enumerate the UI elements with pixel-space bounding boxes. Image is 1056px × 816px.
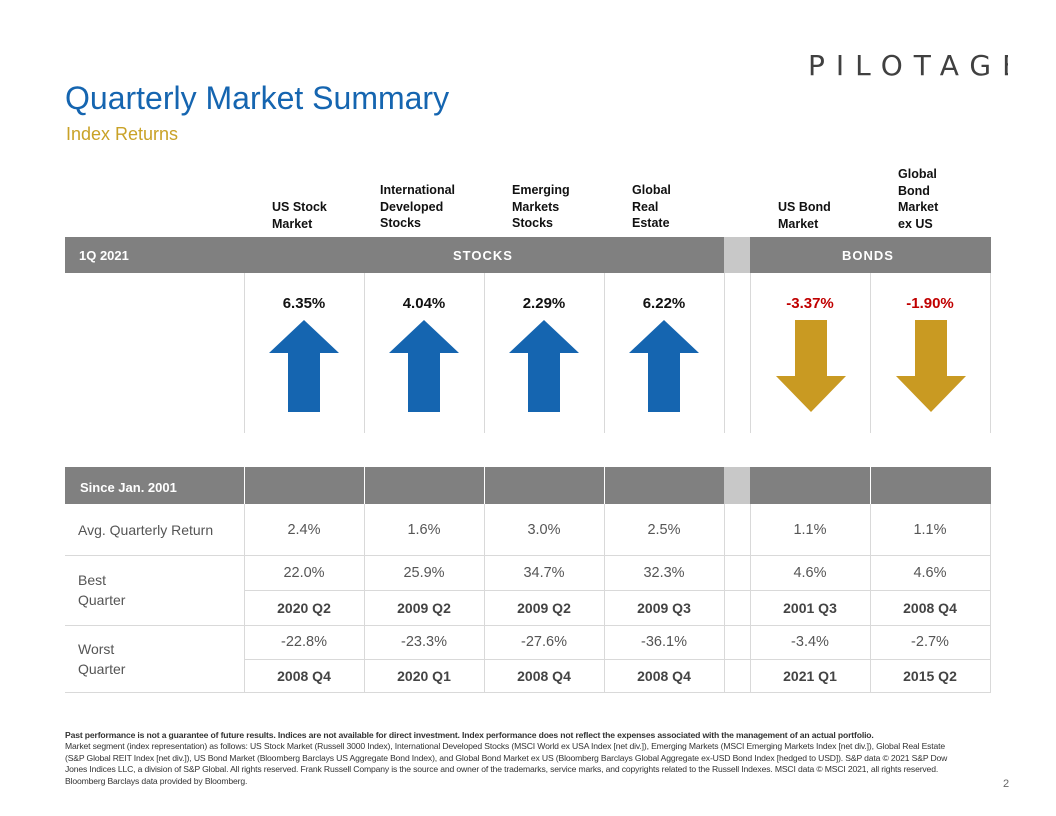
best-us-stock: 22.0% — [283, 565, 325, 581]
divider — [604, 504, 605, 692]
page-title: Quarterly Market Summary — [65, 80, 450, 116]
row-divider — [244, 590, 991, 591]
disclaimer-bold: Past performance is not a guarantee of f… — [65, 730, 874, 740]
row-divider — [65, 625, 991, 626]
best-quarter-emerging: 2009 Q2 — [517, 600, 571, 616]
divider — [870, 504, 871, 692]
best-emerging: 34.7% — [523, 565, 565, 581]
bonds-label: BONDS — [842, 248, 894, 263]
since-band-cell — [245, 467, 364, 504]
worst-us-bond: -3.4% — [791, 634, 829, 650]
divider — [604, 273, 605, 433]
band-spacer — [724, 237, 750, 273]
divider — [990, 504, 991, 692]
worst-intl-developed: -23.3% — [401, 634, 447, 650]
divider — [870, 273, 871, 433]
return-global-bond: -1.90% — [906, 295, 954, 312]
column-header-intl-developed: International Developed Stocks — [380, 183, 456, 230]
divider — [724, 273, 725, 433]
avg-global-bond: 1.1% — [913, 522, 947, 538]
avg-emerging: 3.0% — [527, 522, 561, 538]
avg-global-real-estate: 2.5% — [647, 522, 681, 538]
column-header-us-bond: US Bond Market — [778, 200, 831, 231]
divider — [990, 273, 991, 433]
return-intl-developed: 4.04% — [402, 295, 446, 312]
best-quarter-global-bond: 2008 Q4 — [903, 600, 957, 616]
divider — [750, 273, 751, 433]
up-arrow-icon — [269, 320, 339, 412]
up-arrow-icon — [389, 320, 459, 412]
best-intl-developed: 25.9% — [403, 565, 445, 581]
return-us-stock: 6.35% — [282, 295, 326, 312]
worst-quarter-global-bond: 2015 Q2 — [903, 668, 957, 684]
row-divider — [65, 555, 991, 556]
best-quarter-us-bond: 2001 Q3 — [783, 600, 837, 616]
best-quarter-global-real-estate: 2009 Q3 — [637, 600, 691, 616]
since-band-cell — [485, 467, 604, 504]
avg-intl-developed: 1.6% — [407, 522, 441, 538]
return-global-real-estate: 6.22% — [642, 295, 686, 312]
return-us-bond: -3.37% — [786, 295, 834, 312]
best-quarter-intl-developed: 2009 Q2 — [397, 600, 451, 616]
disclaimer-text: Market segment (index representation) as… — [65, 741, 948, 786]
column-header-global-real-estate: Global Real Estate — [632, 183, 671, 230]
since-band-cell — [365, 467, 484, 504]
bonds-band: BONDS — [750, 237, 991, 273]
up-arrow-icon — [509, 320, 579, 412]
best-global-bond: 4.6% — [913, 565, 947, 581]
logo-mark: PILOTAGE — [808, 49, 1020, 82]
row-label-worst: Worst Quarter — [78, 641, 126, 677]
column-header-us-stock: US Stock Market — [272, 200, 327, 231]
page-subtitle: Index Returns — [66, 124, 179, 144]
row-label-avg: Avg. Quarterly Return — [78, 522, 214, 538]
worst-quarter-intl-developed: 2020 Q1 — [397, 668, 451, 684]
period-label: 1Q 2021 — [79, 248, 129, 263]
disclaimer-footnote: Past performance is not a guarantee of f… — [65, 730, 965, 787]
row-label-best: Best Quarter — [78, 572, 126, 608]
divider — [244, 504, 245, 692]
best-global-real-estate: 32.3% — [643, 565, 685, 581]
column-header-global-bond: Global Bond Market ex US — [898, 167, 939, 231]
since-band-cell — [605, 467, 724, 504]
divider — [484, 504, 485, 692]
down-arrow-icon — [776, 320, 846, 412]
pilotage-logo: PILOTAGE — [808, 46, 1020, 82]
row-divider — [65, 692, 991, 693]
return-emerging: 2.29% — [522, 295, 566, 312]
worst-global-bond: -2.7% — [911, 634, 949, 650]
band-spacer — [724, 467, 750, 504]
logo-wordmark: PILOTAGE — [808, 49, 1008, 82]
since-label: Since Jan. 2001 — [80, 480, 177, 495]
since-band-cell — [750, 467, 870, 504]
best-quarter-us-stock: 2020 Q2 — [277, 600, 331, 616]
divider — [724, 504, 725, 692]
best-us-bond: 4.6% — [793, 565, 827, 581]
avg-us-stock: 2.4% — [287, 522, 321, 538]
worst-global-real-estate: -36.1% — [641, 634, 687, 650]
worst-us-stock: -22.8% — [281, 634, 327, 650]
stocks-band: 1Q 2021 STOCKS — [65, 237, 724, 273]
page-number: 2 — [1003, 778, 1010, 790]
worst-emerging: -27.6% — [521, 634, 567, 650]
divider — [244, 273, 245, 433]
worst-quarter-global-real-estate: 2008 Q4 — [637, 668, 691, 684]
divider — [484, 273, 485, 433]
worst-quarter-us-stock: 2008 Q4 — [277, 668, 331, 684]
stocks-label: STOCKS — [453, 248, 513, 263]
worst-quarter-us-bond: 2021 Q1 — [783, 668, 837, 684]
avg-us-bond: 1.1% — [793, 522, 827, 538]
since-band — [65, 467, 244, 504]
column-header-emerging: Emerging Markets Stocks — [512, 183, 570, 230]
up-arrow-icon — [629, 320, 699, 412]
worst-quarter-emerging: 2008 Q4 — [517, 668, 571, 684]
row-divider — [244, 659, 991, 660]
divider — [364, 273, 365, 433]
since-band-cell — [871, 467, 991, 504]
divider — [750, 504, 751, 692]
divider — [364, 504, 365, 692]
down-arrow-icon — [896, 320, 966, 412]
